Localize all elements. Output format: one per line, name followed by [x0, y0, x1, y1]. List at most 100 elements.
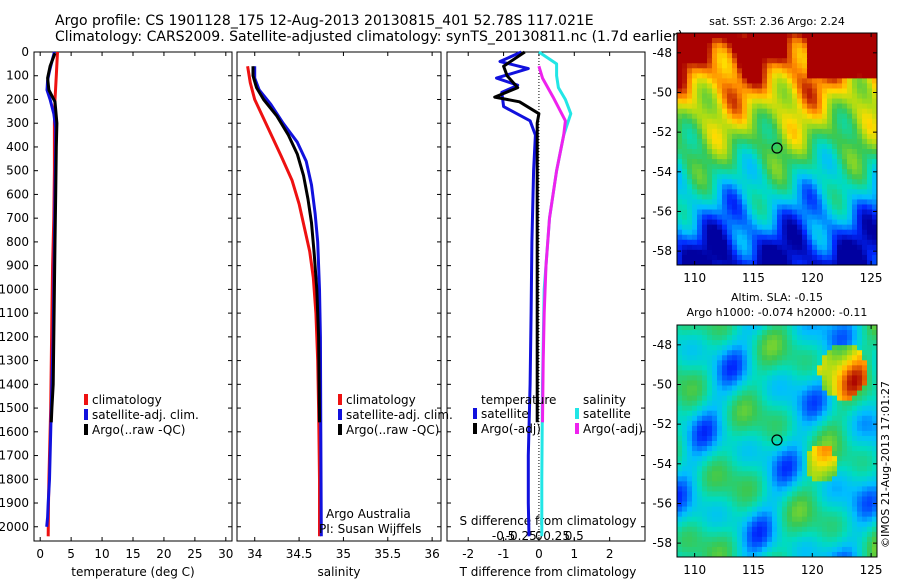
map-cell: [802, 531, 808, 538]
map-cell: [702, 138, 708, 145]
map-cell: [727, 53, 733, 59]
map-cell: [782, 345, 788, 351]
map-cell: [867, 43, 873, 49]
map-cell: [757, 410, 763, 417]
map-cell: [857, 174, 863, 180]
map-cell: [817, 108, 823, 115]
map-cell: [687, 536, 693, 543]
map-cell: [682, 259, 688, 265]
map-cell: [682, 486, 688, 493]
map-cell: [827, 395, 833, 402]
map-cell: [747, 481, 753, 487]
map-cell: [702, 229, 708, 236]
map-cell: [722, 143, 728, 150]
map-cell: [677, 254, 683, 261]
map-cell: [697, 224, 703, 231]
map-cell: [812, 395, 818, 402]
map-cell: [797, 239, 803, 246]
map-cell: [872, 435, 877, 442]
map-cell: [712, 370, 718, 377]
map-cell: [772, 159, 778, 165]
map-cell: [727, 98, 733, 105]
map-cell: [692, 355, 698, 361]
map-cell: [762, 551, 768, 557]
map-cell: [707, 370, 713, 377]
map-cell: [852, 541, 858, 548]
map-cell: [722, 456, 728, 462]
map-cell: [832, 325, 838, 331]
map-cell: [782, 189, 788, 195]
map-cell: [737, 113, 743, 120]
map-cell: [737, 461, 743, 467]
map-cell: [847, 194, 853, 201]
map-cell: [692, 456, 698, 462]
map-cell: [792, 531, 798, 538]
map-cell: [687, 73, 693, 79]
map-cell: [747, 194, 753, 201]
map-cell: [707, 88, 713, 95]
map-cell: [822, 410, 828, 417]
map-cell: [772, 113, 778, 120]
map-cell: [702, 244, 708, 251]
map-cell: [827, 511, 833, 518]
map-cell: [842, 98, 848, 105]
map-cell: [767, 224, 773, 231]
map-cell: [722, 506, 728, 513]
map-cell: [712, 496, 718, 503]
map-cell: [702, 189, 708, 195]
map-cell: [872, 546, 877, 553]
map-cell: [697, 541, 703, 548]
map-cell: [717, 546, 723, 553]
map-cell: [707, 73, 713, 79]
map-cell: [717, 415, 723, 422]
map-cell: [692, 38, 698, 44]
legend-swatch: [338, 424, 342, 435]
map-cell: [822, 113, 828, 120]
map-cell: [702, 350, 708, 356]
map-cell: [687, 204, 693, 211]
map-cell: [727, 138, 733, 145]
map-cell: [702, 551, 708, 557]
map-cell: [742, 365, 748, 371]
map-cell: [752, 486, 758, 493]
map-cell: [742, 159, 748, 165]
map-cell: [782, 476, 788, 482]
map-cell: [867, 164, 873, 170]
map-cell: [762, 466, 768, 472]
map-cell: [787, 68, 793, 74]
map-cell: [762, 425, 768, 432]
map-cell: [697, 88, 703, 95]
map-cell: [772, 350, 778, 356]
map-cell: [847, 420, 853, 427]
map-cell: [772, 551, 778, 557]
map-cell: [842, 138, 848, 145]
map-cell: [842, 400, 848, 407]
map-cell: [817, 446, 823, 452]
map-cell: [702, 209, 708, 216]
map-cell: [732, 390, 738, 397]
map-cell: [842, 355, 848, 361]
map-cell: [737, 350, 743, 356]
map-cell: [687, 194, 693, 201]
map-cell: [817, 118, 823, 125]
map-cell: [832, 194, 838, 201]
map-cell: [752, 58, 758, 64]
map-cell: [772, 541, 778, 548]
xtick-label-temperature: 0: [36, 547, 44, 561]
map-cell: [827, 375, 833, 382]
map-cell: [842, 370, 848, 377]
map-cell: [697, 420, 703, 427]
map-cell: [832, 516, 838, 523]
map-cell: [817, 244, 823, 251]
map-cell: [802, 360, 808, 366]
map-cell: [677, 209, 683, 216]
map-cell: [682, 214, 688, 221]
map-cell: [787, 204, 793, 211]
map-cell: [712, 118, 718, 125]
map-cell: [727, 128, 733, 135]
map-cell: [842, 340, 848, 346]
map-cell: [772, 491, 778, 498]
map-cell: [787, 138, 793, 145]
map-cell: [827, 234, 833, 241]
map-cell: [787, 531, 793, 538]
